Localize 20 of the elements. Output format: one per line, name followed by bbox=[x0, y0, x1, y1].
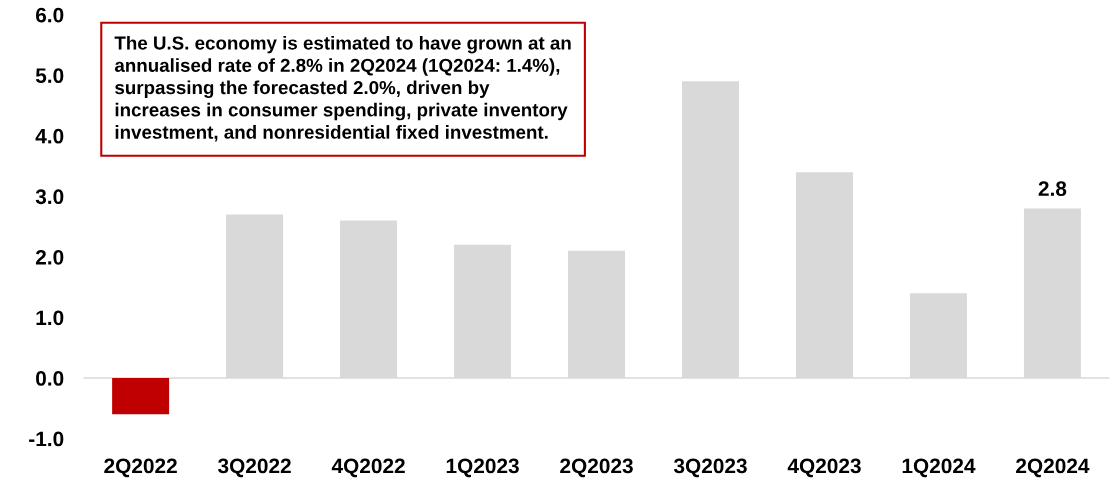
y-tick-label: 3.0 bbox=[35, 189, 64, 205]
data-label: 2.8 bbox=[1038, 181, 1067, 197]
bar bbox=[112, 378, 170, 415]
x-tick-label: 1Q2023 bbox=[446, 458, 519, 478]
x-tick-label: 4Q2023 bbox=[787, 458, 861, 478]
y-tick-label: -1.0 bbox=[29, 431, 64, 447]
x-tick-label: 2Q2024 bbox=[1016, 458, 1090, 478]
y-tick-label: 0.0 bbox=[36, 371, 64, 386]
y-tick-label: 6.0 bbox=[35, 7, 64, 23]
y-tick-label: 5.0 bbox=[35, 68, 64, 83]
x-tick-label: 2Q2023 bbox=[560, 458, 633, 478]
y-tick-label: 2.0 bbox=[35, 249, 64, 265]
x-tick-label: 3Q2022 bbox=[218, 458, 291, 478]
y-tick-label: 4.0 bbox=[35, 128, 64, 144]
x-tick-label: 3Q2023 bbox=[673, 458, 747, 478]
y-tick-label: 1.0 bbox=[36, 310, 64, 326]
x-tick-label: 2Q2022 bbox=[104, 458, 177, 478]
x-tick-label: 1Q2024 bbox=[902, 458, 976, 478]
annotation: The U.S. economy is estimated to have grown at an annualised rate of 2.8% in 2Q2024 (1Q2024: 1.4%), surpassing the forecasted 2.0%, driven by increases in consumer spending, private inventory investment, and nonresidential fixed investment. bbox=[114, 35, 571, 142]
x-tick-label: 4Q2022 bbox=[331, 458, 405, 478]
